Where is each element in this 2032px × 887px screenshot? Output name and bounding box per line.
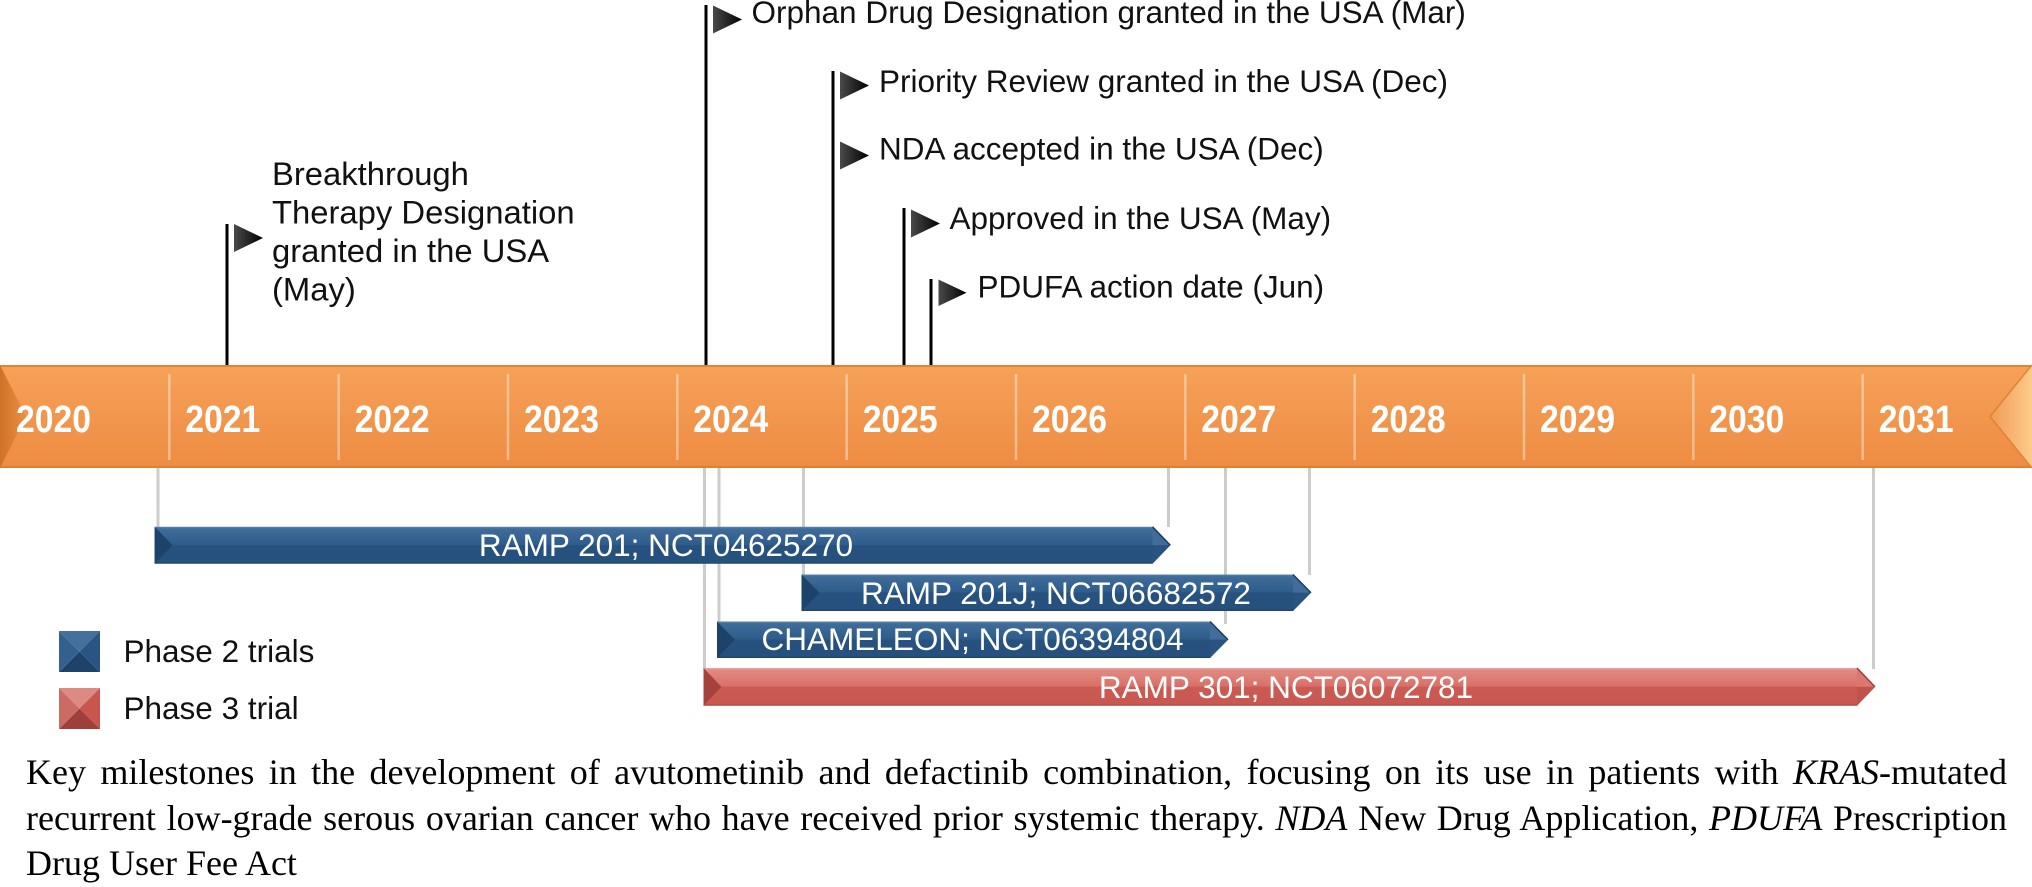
svg-text:RAMP 201J; NCT06682572: RAMP 201J; NCT06682572 xyxy=(861,575,1251,611)
svg-text:PDUFA action date (Jun): PDUFA action date (Jun) xyxy=(978,269,1325,305)
svg-text:granted in the USA: granted in the USA xyxy=(272,232,549,269)
svg-text:2024: 2024 xyxy=(693,399,768,441)
svg-text:RAMP 201; NCT04625270: RAMP 201; NCT04625270 xyxy=(479,527,853,563)
svg-text:2031: 2031 xyxy=(1879,399,1954,441)
svg-text:2028: 2028 xyxy=(1371,399,1446,441)
svg-text:Phase 2 trials: Phase 2 trials xyxy=(124,633,315,669)
svg-text:2027: 2027 xyxy=(1201,399,1276,441)
svg-text:2030: 2030 xyxy=(1709,399,1784,441)
svg-text:Therapy Designation: Therapy Designation xyxy=(272,194,575,231)
svg-text:2026: 2026 xyxy=(1032,399,1107,441)
svg-text:RAMP 301; NCT06072781: RAMP 301; NCT06072781 xyxy=(1099,669,1473,705)
svg-text:2029: 2029 xyxy=(1540,399,1615,441)
svg-text:Orphan Drug Designation grante: Orphan Drug Designation granted in the U… xyxy=(752,0,1466,30)
svg-text:CHAMELEON; NCT06394804: CHAMELEON; NCT06394804 xyxy=(762,621,1184,657)
svg-text:Phase 3 trial: Phase 3 trial xyxy=(124,690,299,726)
svg-text:Approved in the USA (May): Approved in the USA (May) xyxy=(950,200,1332,236)
svg-text:Breakthrough: Breakthrough xyxy=(272,155,469,192)
svg-text:2020: 2020 xyxy=(16,399,91,441)
svg-text:2021: 2021 xyxy=(185,399,260,441)
svg-text:2025: 2025 xyxy=(863,399,938,441)
svg-text:2022: 2022 xyxy=(355,399,430,441)
svg-text:NDA accepted in the USA (Dec): NDA accepted in the USA (Dec) xyxy=(879,131,1324,167)
svg-text:2023: 2023 xyxy=(524,399,599,441)
svg-text:Priority Review granted in the: Priority Review granted in the USA (Dec) xyxy=(879,63,1448,99)
svg-text:(May): (May) xyxy=(272,271,356,308)
